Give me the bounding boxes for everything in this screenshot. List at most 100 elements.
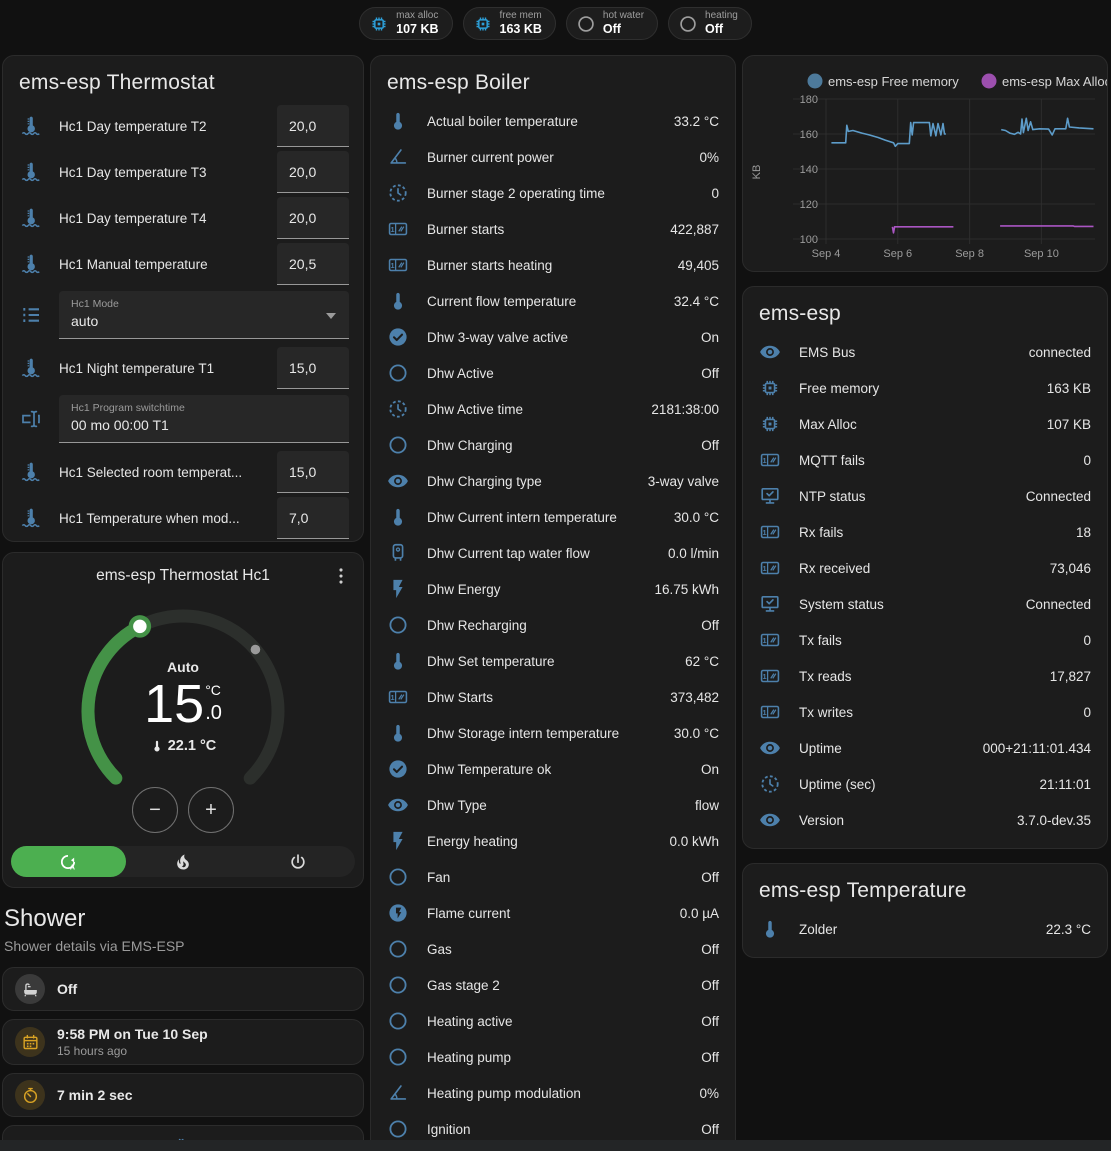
entity-row[interactable]: Dhw Charging type 3-way valve [371,463,735,499]
svg-text:1: 1 [763,708,767,717]
entity-row[interactable]: Dhw Storage intern temperature 30.0 °C [371,715,735,751]
entity-row[interactable]: 1 Rx fails 18 [743,514,1107,550]
entity-row[interactable]: Heating pump modulation 0% [371,1075,735,1111]
entity-row[interactable]: 1 MQTT fails 0 [743,442,1107,478]
entity-row[interactable]: Dhw Current tap water flow 0.0 l/min [371,535,735,571]
number-input[interactable] [277,243,349,285]
number-input[interactable] [277,497,349,539]
entity-row[interactable]: Actual boiler temperature 33.2 °C [371,103,735,139]
number-input[interactable] [277,451,349,493]
entity-row[interactable]: Dhw Temperature ok On [371,751,735,787]
entity-row[interactable]: Flame current 0.0 µA [371,895,735,931]
entity-row[interactable]: 1 Tx writes 0 [743,694,1107,730]
shower-card[interactable]: 9:58 PM on Tue 10 Sep 15 hours ago [2,1019,364,1065]
entity-value: 62 °C [685,653,719,669]
entity-row[interactable]: Dhw Active Off [371,355,735,391]
number-input[interactable] [277,197,349,239]
thermostat-dial-card: ems-esp Thermostat Hc1 Auto 15 °C .0 22.1 °C… [2,552,364,888]
entity-row[interactable]: Ignition Off [371,1111,735,1147]
svg-text:Sep 4: Sep 4 [812,248,841,260]
entity-row[interactable]: Gas stage 2 Off [371,967,735,1003]
mode-auto-button[interactable]: A [11,846,126,877]
shower-card[interactable]: Off [2,967,364,1011]
circle-outline-icon [680,15,696,32]
chip-icon [762,416,778,432]
entity-row[interactable]: Zolder 22.3 °C [743,911,1107,947]
badge-label: free mem [499,10,542,21]
decrease-temp-button[interactable]: − [132,787,178,833]
entity-row[interactable]: Dhw Energy 16.75 kWh [371,571,735,607]
entity-row[interactable]: Heating pump Off [371,1039,735,1075]
entity-row[interactable]: 1 Dhw Starts 373,482 [371,679,735,715]
counter-icon: 1 [760,705,780,719]
entity-row[interactable]: Dhw Current intern temperature 30.0 °C [371,499,735,535]
emsesp-card: ems-esp EMS Bus connected Free memory 163 K… [742,286,1108,849]
entity-row[interactable]: Uptime (sec) 21:11:01 [743,766,1107,802]
more-options-button[interactable] [329,565,353,589]
entity-row[interactable]: Burner stage 2 operating time 0 [371,175,735,211]
svg-text:Sep 10: Sep 10 [1024,248,1059,260]
svg-text:1: 1 [391,225,395,234]
entity-row[interactable]: 1 Burner starts heating 49,405 [371,247,735,283]
chip-icon [372,17,386,30]
badge-max-alloc[interactable]: max alloc 107 KB [359,7,453,40]
field-value: 00 mo 00:00 T1 [71,417,169,433]
number-input[interactable] [277,151,349,193]
entity-row[interactable]: 1 Tx fails 0 [743,622,1107,658]
entity-row[interactable]: Max Alloc 107 KB [743,406,1107,442]
entity-row[interactable]: 1 Tx reads 17,827 [743,658,1107,694]
svg-text:100: 100 [800,234,818,246]
entity-row[interactable]: 1 Burner starts 422,887 [371,211,735,247]
eye-icon [760,813,780,827]
entity-row[interactable]: Dhw Charging Off [371,427,735,463]
badge-label: max alloc [396,10,439,21]
entity-row[interactable]: System status Connected [743,586,1107,622]
number-input[interactable] [277,105,349,147]
entity-row[interactable]: Heating active Off [371,1003,735,1039]
entity-row[interactable]: Dhw Set temperature 62 °C [371,643,735,679]
entity-value: 3-way valve [647,473,719,489]
entity-row[interactable]: Uptime 000+21:11:01.434 [743,730,1107,766]
entity-row[interactable]: Dhw Type flow [371,787,735,823]
entity-row[interactable]: Gas Off [371,931,735,967]
thermostat-rows: Hc1 Day temperature T2 Hc1 Day temperatur… [3,103,363,541]
entity-value: 0 [1083,632,1091,648]
entity-row[interactable]: NTP status Connected [743,478,1107,514]
entity-label: Heating pump modulation [427,1085,581,1101]
badge-value: 107 KB [396,22,439,36]
entity-value: 73,046 [1049,560,1091,576]
dial-handle[interactable] [128,615,152,638]
badge-free-mem[interactable]: free mem 163 KB [462,7,556,40]
entity-row[interactable]: Free memory 163 KB [743,370,1107,406]
text-field[interactable]: Hc1 Program switchtime 00 mo 00:00 T1 [59,395,349,443]
badge-hot-water[interactable]: hot water Off [565,7,659,40]
entity-row[interactable]: Current flow temperature 32.4 °C [371,283,735,319]
entity-row[interactable]: Fan Off [371,859,735,895]
entity-row[interactable]: Energy heating 0.0 kWh [371,823,735,859]
shower-card[interactable]: 7 min 2 sec [2,1073,364,1117]
entity-value: Off [701,1013,719,1029]
entity-label: Dhw Type [427,797,487,813]
entity-value: Off [701,977,719,993]
number-input[interactable] [277,347,349,389]
thermostat-row: Hc1 Mode auto [3,287,363,345]
mode-heat-button[interactable] [126,846,241,877]
entity-row[interactable]: Dhw 3-way valve active On [371,319,735,355]
entity-row[interactable]: Burner current power 0% [371,139,735,175]
counter-icon: 1 [760,453,780,467]
timer-icon [23,1087,37,1103]
badge-heating[interactable]: heating Off [668,7,752,40]
entity-row[interactable]: 1 Rx received 73,046 [743,550,1107,586]
entity-row[interactable]: EMS Bus connected [743,334,1107,370]
mode-select[interactable]: Hc1 Mode auto [59,291,349,339]
entity-value: On [700,329,719,345]
entity-row[interactable]: Dhw Active time 2181:38:00 [371,391,735,427]
entity-label: Heating pump [427,1049,512,1065]
increase-temp-button[interactable]: + [188,787,234,833]
entity-row[interactable]: Version 3.7.0-dev.35 [743,802,1107,838]
entity-label: Heating active [427,1013,513,1029]
entity-row[interactable]: Dhw Recharging Off [371,607,735,643]
entity-value: 107 KB [1046,416,1091,432]
circle-outline-icon [389,1012,407,1030]
mode-off-button[interactable] [240,846,355,877]
